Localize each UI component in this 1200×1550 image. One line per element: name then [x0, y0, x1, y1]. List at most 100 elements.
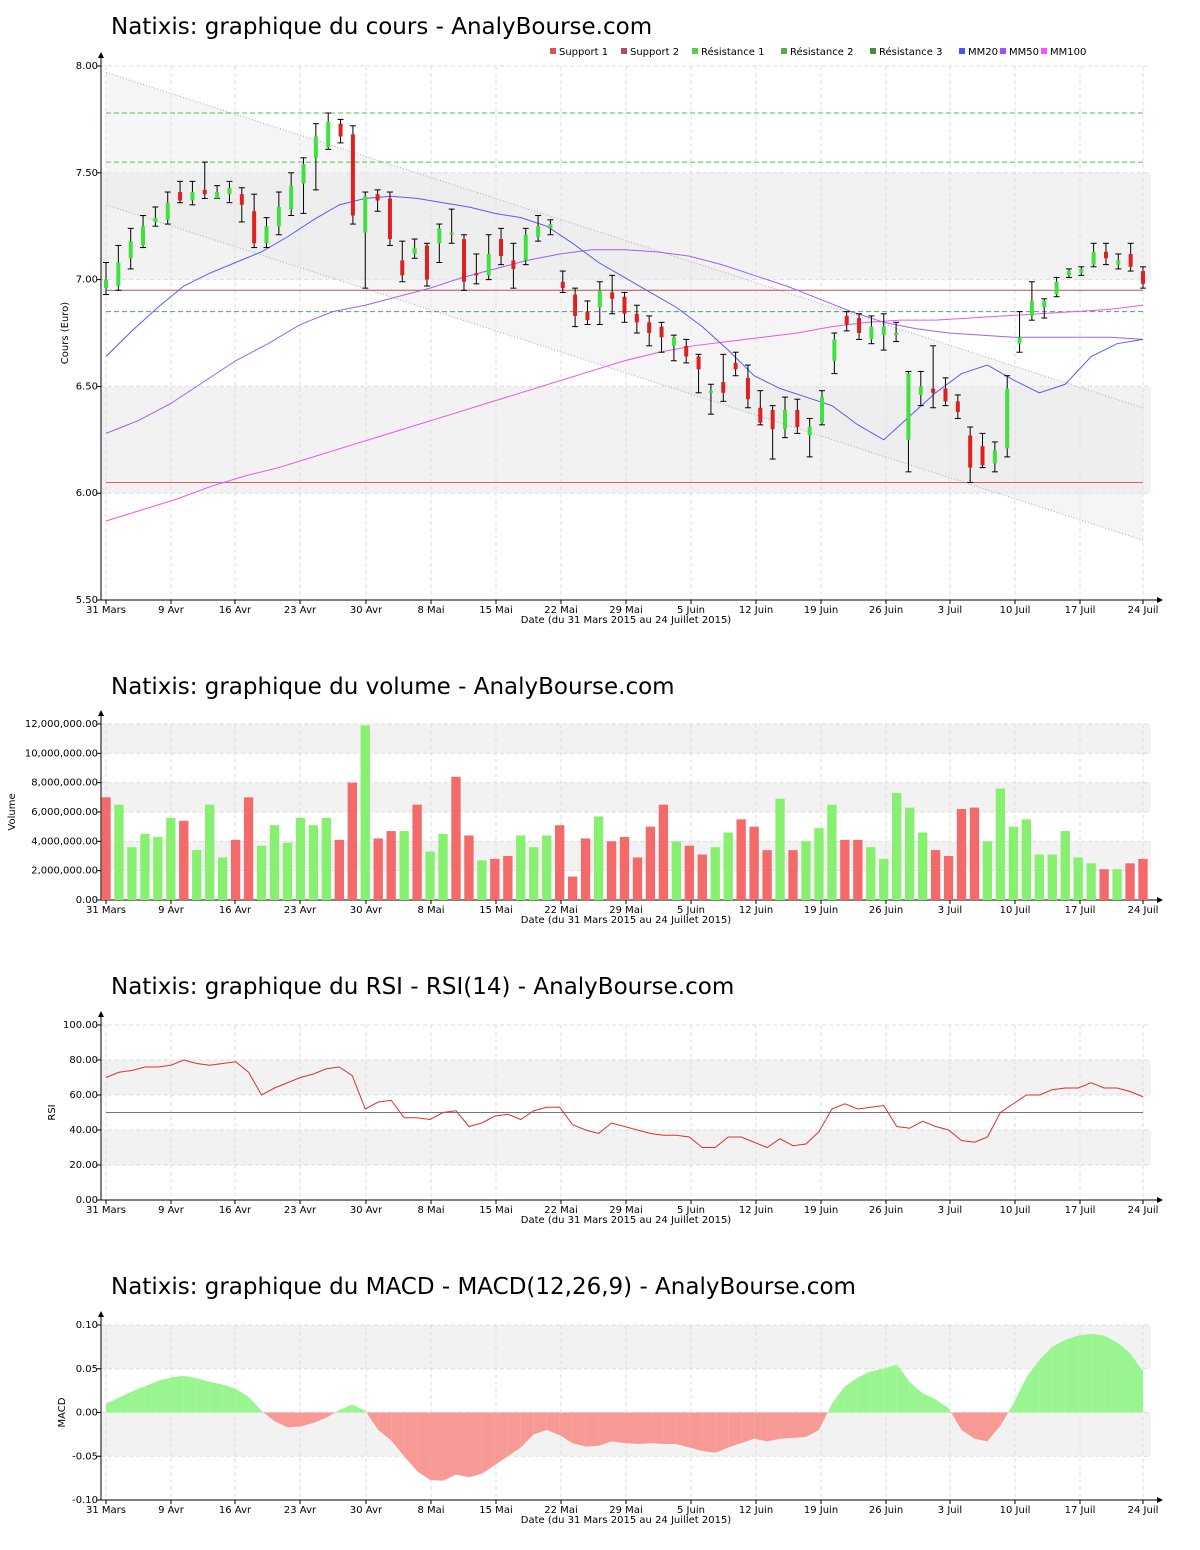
- candle-body: [894, 333, 899, 336]
- candle-body: [350, 134, 355, 216]
- y-tick-label: 7.50: [76, 168, 98, 179]
- candle-body: [165, 202, 170, 220]
- volume-bar: [684, 845, 694, 900]
- volume-bar: [982, 841, 993, 900]
- legend-label: Résistance 3: [879, 46, 942, 58]
- y-axis-arrow: [98, 1011, 104, 1017]
- macd-positive-area: [144, 1381, 158, 1413]
- y-tick-label: 2,000,000.00: [31, 866, 98, 877]
- x-tick-label: 31 Mars: [86, 605, 126, 616]
- x-tick-label: 16 Avr: [219, 1505, 252, 1516]
- macd-negative-area: [533, 1412, 547, 1435]
- candle-body: [289, 185, 294, 210]
- x-tick-label: 16 Avr: [219, 1205, 252, 1216]
- volume-bar: [749, 826, 759, 900]
- macd-negative-area: [481, 1412, 495, 1474]
- macd-negative-area: [507, 1412, 521, 1457]
- x-tick-label: 23 Avr: [284, 905, 317, 916]
- macd-positive-area: [1039, 1346, 1053, 1413]
- macd-positive-area: [1026, 1360, 1040, 1413]
- candle-body: [1017, 337, 1022, 344]
- macd-positive-area: [1013, 1377, 1027, 1413]
- candle-body: [499, 239, 504, 257]
- x-tick-label: 26 Juin: [869, 605, 903, 616]
- x-tick-label: 15 Mai: [479, 1205, 512, 1216]
- y-axis-arrow: [98, 710, 104, 716]
- candle-body: [844, 315, 849, 325]
- macd-negative-area: [287, 1412, 301, 1428]
- macd-positive-area: [183, 1375, 197, 1413]
- macd-positive-area: [844, 1377, 858, 1413]
- macd-negative-area: [650, 1412, 664, 1444]
- candle-body: [795, 409, 800, 427]
- macd-negative-area: [391, 1412, 405, 1457]
- volume-bar: [347, 782, 357, 900]
- macd-negative-area: [754, 1412, 768, 1442]
- volume-bar: [762, 850, 772, 900]
- x-tick-label: 10 Juil: [1000, 605, 1031, 616]
- volume-bar: [930, 850, 941, 900]
- candle-body: [820, 397, 825, 423]
- legend-swatch: [692, 48, 698, 54]
- macd-negative-area: [961, 1412, 975, 1439]
- macd-positive-area: [1104, 1335, 1118, 1413]
- x-tick-label: 29 Mai: [609, 905, 642, 916]
- candle-body: [733, 362, 738, 370]
- candle-body: [424, 245, 429, 280]
- x-tick-label: 3 Juil: [938, 605, 962, 616]
- volume-bar: [956, 809, 967, 900]
- candle-body: [955, 401, 960, 413]
- volume-bar: [879, 858, 889, 900]
- macd-positive-area: [235, 1388, 249, 1413]
- x-tick-label: 12 Juin: [739, 1205, 773, 1216]
- macd-negative-area: [585, 1412, 599, 1447]
- volume-bar: [619, 836, 630, 900]
- x-tick-label: 29 Mai: [609, 1205, 642, 1216]
- x-tick-label: 24 Juil: [1128, 1205, 1159, 1216]
- x-tick-label: 29 Mai: [609, 605, 642, 616]
- macd-negative-area: [611, 1412, 625, 1444]
- candle-body: [301, 164, 306, 184]
- y-axis-arrow: [98, 52, 104, 58]
- macd-negative-area: [468, 1412, 482, 1478]
- candle-body: [622, 296, 627, 314]
- macd-negative-area: [274, 1412, 288, 1428]
- x-axis-arrow: [1157, 597, 1163, 603]
- macd-negative-area: [663, 1412, 677, 1444]
- candle-body: [560, 281, 565, 289]
- macd-negative-area: [378, 1412, 392, 1441]
- legend-label: MM50: [1009, 47, 1039, 58]
- x-tick-label: 31 Mars: [86, 1505, 126, 1516]
- candle-body: [1054, 281, 1059, 295]
- y-tick-label: 7.00: [76, 275, 98, 286]
- candle-body: [708, 390, 713, 393]
- chart-title: Natixis: graphique du RSI - RSI(14) - An…: [111, 974, 734, 1000]
- volume-bar: [710, 847, 720, 900]
- macd-positive-area: [1117, 1342, 1131, 1413]
- macd-positive-area: [948, 1408, 952, 1413]
- candle-body: [412, 247, 417, 254]
- rsi-line: [105, 1059, 1144, 1149]
- volume-bar: [580, 838, 591, 900]
- volume-bar: [1073, 857, 1083, 900]
- legend-label: MM20: [968, 47, 998, 58]
- macd-positive-area: [857, 1371, 871, 1413]
- x-tick-label: 10 Juil: [1000, 1205, 1031, 1216]
- macd-positive-area: [909, 1381, 923, 1413]
- volume-bar: [230, 839, 241, 900]
- macd-positive-area: [118, 1391, 132, 1413]
- y-tick-label: 6,000,000.00: [31, 807, 98, 818]
- candle-body: [264, 226, 269, 244]
- volume-bar: [205, 804, 215, 900]
- x-tick-label: 24 Juil: [1128, 605, 1159, 616]
- candle-body: [523, 234, 528, 261]
- candle-body: [931, 388, 936, 393]
- volume-bar: [243, 797, 254, 900]
- candle-body: [449, 232, 454, 235]
- candle-body: [943, 388, 948, 402]
- volume-bar: [1060, 831, 1070, 900]
- macd-negative-area: [313, 1412, 327, 1423]
- volume-bar: [295, 817, 306, 900]
- macd-negative-area: [780, 1412, 794, 1439]
- volume-bar: [516, 835, 526, 900]
